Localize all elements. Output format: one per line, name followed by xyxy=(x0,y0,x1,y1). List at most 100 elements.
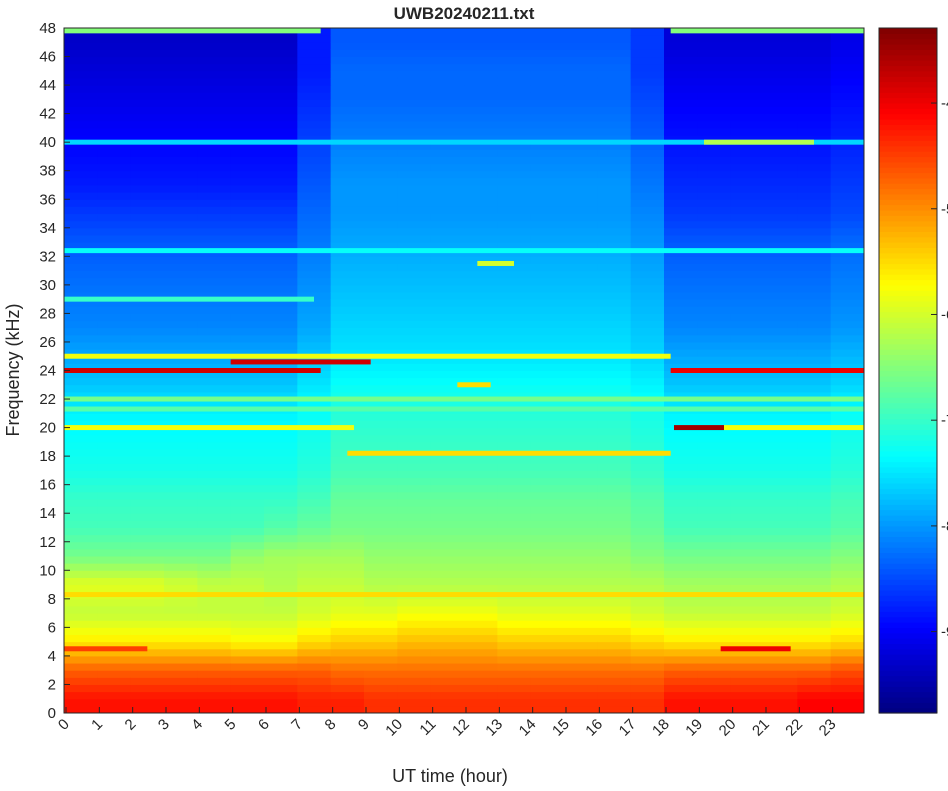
heatmap-cell xyxy=(130,206,165,215)
heatmap-cell xyxy=(97,56,132,65)
heatmap-cell xyxy=(64,113,98,122)
heatmap-cell xyxy=(264,477,298,486)
heatmap-cell xyxy=(797,527,832,536)
heatmap-cell xyxy=(64,605,98,614)
heatmap-cell xyxy=(330,199,365,207)
heatmap-cell xyxy=(364,391,398,400)
heatmap-cell xyxy=(264,413,298,421)
heatmap-cell xyxy=(830,620,865,628)
heatmap-cell xyxy=(97,306,132,314)
colorbar-swatch xyxy=(879,600,937,607)
heatmap-cell xyxy=(297,498,332,507)
heatmap-cell xyxy=(830,377,865,386)
colorbar-swatch xyxy=(879,525,937,532)
heatmap-cell xyxy=(230,498,265,507)
heatmap-cell xyxy=(330,77,365,86)
heatmap-cell xyxy=(164,613,198,621)
heatmap-cell xyxy=(530,99,565,107)
heatmap-cell xyxy=(130,270,165,279)
heatmap-cell xyxy=(830,99,865,107)
heatmap-cell xyxy=(364,548,398,557)
heatmap-cell xyxy=(330,163,365,172)
heatmap-cell xyxy=(530,677,565,685)
heatmap-cell xyxy=(64,149,98,157)
heatmap-cell xyxy=(597,506,632,514)
heatmap-cell xyxy=(564,563,598,571)
colorbar-swatch xyxy=(879,547,937,554)
heatmap-cell xyxy=(330,670,365,678)
heatmap-cell xyxy=(430,527,465,536)
heatmap-cell xyxy=(564,163,598,172)
heatmap-cell xyxy=(397,527,432,536)
heatmap-cells xyxy=(64,28,865,714)
heatmap-cell xyxy=(64,570,98,578)
heatmap-cell xyxy=(330,627,365,636)
heatmap-cell xyxy=(530,242,565,250)
heatmap-cell xyxy=(264,498,298,507)
heatmap-cell xyxy=(830,356,865,364)
heatmap-cell xyxy=(764,341,798,350)
heatmap-cell xyxy=(297,177,332,186)
heatmap-cell xyxy=(230,441,265,450)
heatmap-cell xyxy=(797,548,832,557)
heatmap-cell xyxy=(197,434,232,443)
heatmap-cell xyxy=(197,277,232,286)
heatmap-cell xyxy=(364,663,398,671)
heatmap-cell xyxy=(697,306,732,314)
narrowband-line xyxy=(64,353,671,359)
heatmap-cell xyxy=(397,605,432,614)
heatmap-cell xyxy=(464,684,498,693)
heatmap-cell xyxy=(697,149,732,157)
heatmap-cell xyxy=(130,35,165,43)
heatmap-cell xyxy=(430,184,465,193)
heatmap-cell xyxy=(597,56,632,65)
narrowband-line xyxy=(64,296,314,302)
heatmap-cell xyxy=(730,705,765,714)
heatmap-cell xyxy=(464,213,498,222)
heatmap-cell xyxy=(264,313,298,322)
heatmap-cell xyxy=(830,363,865,371)
heatmap-cell xyxy=(397,320,432,329)
heatmap-cell xyxy=(197,142,232,150)
heatmap-cell xyxy=(630,320,665,329)
heatmap-cell xyxy=(630,127,665,136)
x-tick-label: 14 xyxy=(516,716,540,740)
heatmap-cell xyxy=(530,434,565,443)
heatmap-cell xyxy=(197,384,232,393)
heatmap-cell xyxy=(130,613,165,621)
heatmap-cell xyxy=(397,577,432,586)
heatmap-cell xyxy=(264,113,298,122)
colorbar-swatch xyxy=(879,108,937,115)
heatmap-cell xyxy=(397,420,432,429)
heatmap-cell xyxy=(697,463,732,471)
heatmap-cell xyxy=(630,356,665,364)
heatmap-cell xyxy=(97,384,132,393)
heatmap-cell xyxy=(64,491,98,500)
heatmap-cell xyxy=(530,384,565,393)
heatmap-cell xyxy=(264,620,298,628)
heatmap-cell xyxy=(797,92,832,100)
heatmap-cell xyxy=(130,399,165,407)
heatmap-cell xyxy=(130,192,165,200)
heatmap-cell xyxy=(630,441,665,450)
heatmap-cell xyxy=(597,484,632,493)
heatmap-cell xyxy=(130,149,165,157)
heatmap-cell xyxy=(164,99,198,107)
heatmap-cell xyxy=(397,634,432,643)
heatmap-cell xyxy=(730,698,765,707)
heatmap-cell xyxy=(97,199,132,207)
heatmap-cell xyxy=(364,106,398,115)
heatmap-cell xyxy=(730,356,765,364)
heatmap-cell xyxy=(564,213,598,222)
heatmap-cell xyxy=(297,384,332,393)
heatmap-cell xyxy=(797,227,832,236)
heatmap-cell xyxy=(797,270,832,279)
heatmap-cell xyxy=(830,563,865,571)
heatmap-cell xyxy=(264,570,298,578)
heatmap-cell xyxy=(230,577,265,586)
heatmap-cell xyxy=(264,63,298,72)
heatmap-cell xyxy=(230,527,265,536)
heatmap-cell xyxy=(497,427,532,436)
heatmap-cell xyxy=(730,284,765,293)
heatmap-cell xyxy=(697,227,732,236)
